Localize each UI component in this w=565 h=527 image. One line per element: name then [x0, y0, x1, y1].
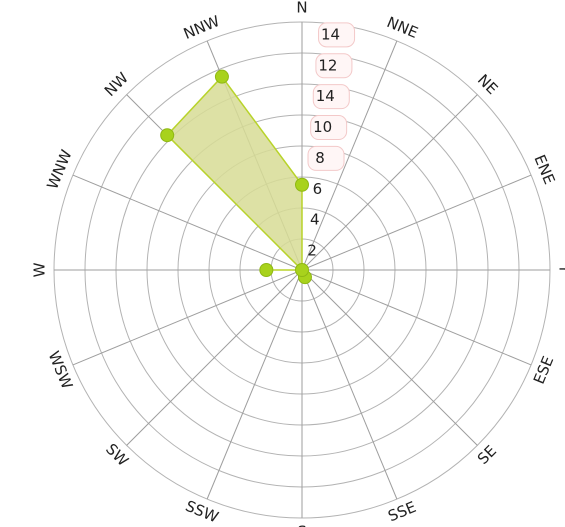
radial-tick-label-1: 4	[310, 211, 320, 229]
spoke-sse	[301, 269, 398, 500]
radial-tick-label-6: 12	[318, 56, 337, 74]
direction-label-3: ENE	[530, 152, 558, 187]
series-area-0	[166, 75, 306, 278]
direction-label-15: NNW	[181, 12, 222, 43]
direction-label-0: N	[296, 0, 307, 17]
spoke-ssw	[206, 269, 303, 500]
direction-label-12: W	[31, 262, 49, 277]
data-point-center[interactable]	[295, 263, 309, 277]
direction-label-8: S	[297, 523, 307, 527]
spoke-ne	[301, 94, 478, 271]
direction-label-9: SSW	[183, 497, 221, 527]
radial-tick-bg-5	[312, 84, 350, 110]
spoke-nne	[301, 40, 398, 271]
radial-tick-bg-7	[318, 22, 356, 48]
spoke-sw	[126, 269, 303, 446]
radial-tick-label-7: 14	[321, 25, 340, 43]
radial-tick-label-0: 2	[307, 242, 317, 260]
direction-label-2: NE	[474, 71, 501, 98]
spoke-ene	[301, 174, 532, 271]
data-point-nnw[interactable]	[214, 69, 229, 84]
radial-tick-label-4: 10	[313, 118, 332, 136]
spoke-wsw	[72, 269, 303, 366]
data-point-w[interactable]	[259, 263, 274, 277]
radial-tick-label-3: 8	[315, 149, 325, 167]
radial-tick-bg-3	[307, 145, 345, 171]
radial-tick-label-2: 6	[313, 180, 323, 198]
direction-label-4: r	[556, 267, 565, 274]
direction-label-13: WNW	[43, 147, 75, 192]
spoke-se	[301, 269, 478, 446]
data-point-nw[interactable]	[160, 128, 175, 143]
direction-label-11: WSW	[45, 349, 77, 392]
spoke-ese	[301, 269, 532, 366]
radial-tick-bg-6	[315, 53, 353, 79]
spoke-wnw	[72, 174, 303, 271]
radial-tick-bg-4	[310, 115, 348, 141]
series-layer	[160, 69, 312, 285]
radial-tick-label-5: 14	[316, 87, 335, 105]
data-point-n[interactable]	[295, 177, 309, 192]
direction-label-6: SE	[474, 442, 500, 468]
